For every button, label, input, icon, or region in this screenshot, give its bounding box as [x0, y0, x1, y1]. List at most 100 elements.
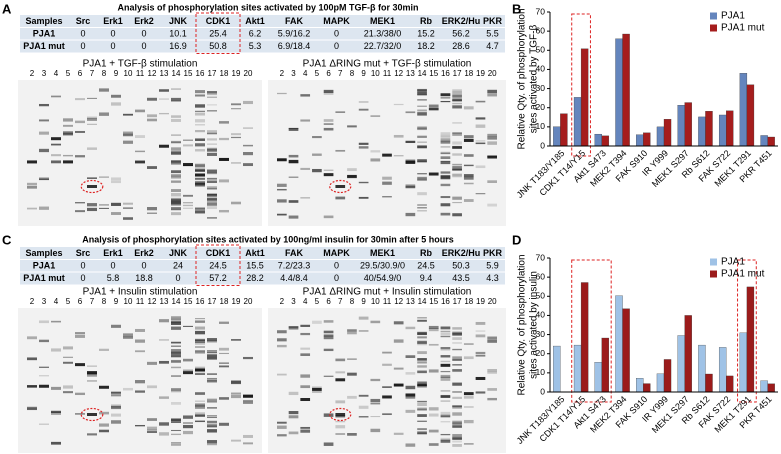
band	[243, 163, 253, 167]
band	[312, 320, 322, 324]
band	[111, 324, 121, 328]
table-cell: 50.8	[209, 41, 227, 51]
bar	[705, 111, 713, 147]
band	[207, 424, 217, 428]
band	[123, 336, 133, 339]
band	[452, 173, 462, 178]
highlight-ellipse	[329, 407, 352, 422]
band	[417, 359, 427, 362]
band	[195, 368, 205, 372]
band	[183, 202, 193, 204]
band	[452, 438, 462, 441]
lane-number: 4	[303, 69, 308, 78]
highlight-ellipse	[329, 179, 352, 194]
band	[358, 196, 369, 199]
table-cell: 0	[141, 29, 146, 39]
lane-number: 20	[244, 69, 253, 78]
blot-caption: PJA1 ΔRING mut + TGF-β stimulation	[303, 59, 472, 70]
bar	[553, 126, 561, 147]
band	[111, 202, 121, 206]
band	[219, 321, 229, 324]
band	[207, 96, 217, 98]
blot-image	[268, 308, 506, 453]
band	[312, 390, 322, 393]
band	[39, 103, 49, 107]
bar	[746, 286, 755, 393]
band	[243, 356, 253, 360]
band	[277, 213, 287, 216]
y-tick-label: 0	[540, 140, 545, 150]
bar	[601, 135, 610, 147]
table-cell: PJA1 mut	[23, 41, 65, 51]
lane-number: 5	[66, 69, 71, 78]
band	[300, 426, 311, 429]
band	[417, 402, 427, 407]
lane-number: 8	[102, 297, 107, 306]
band	[440, 437, 451, 442]
band	[405, 396, 416, 399]
table-cell: 6.2	[249, 29, 262, 39]
lane-number: 10	[124, 69, 133, 78]
lane-number: 12	[394, 297, 403, 306]
band	[171, 345, 181, 347]
band	[382, 181, 392, 185]
band	[417, 414, 427, 417]
band	[288, 326, 299, 330]
bar	[615, 38, 623, 147]
band	[417, 179, 427, 181]
band	[195, 392, 205, 395]
band	[51, 386, 61, 390]
table-cell: 4.3	[486, 273, 499, 283]
band	[147, 385, 157, 389]
band	[428, 172, 439, 176]
band	[171, 147, 181, 151]
band	[87, 118, 97, 121]
band	[195, 414, 205, 417]
band	[195, 339, 205, 342]
lane-number: 11	[136, 297, 145, 306]
band	[171, 197, 181, 202]
band	[417, 407, 427, 411]
band	[171, 321, 181, 324]
band	[335, 358, 346, 362]
band	[99, 112, 109, 116]
band	[231, 392, 241, 395]
band	[440, 335, 451, 337]
lane-number: 13	[160, 297, 169, 306]
lane-number: 10	[371, 297, 380, 306]
band	[147, 212, 157, 214]
y-tick-label: 0	[540, 386, 545, 396]
band	[27, 406, 37, 410]
band	[475, 354, 486, 357]
band	[63, 361, 73, 364]
band	[440, 161, 451, 165]
band	[195, 318, 205, 320]
band	[440, 183, 451, 187]
legend-label: PJA1	[721, 257, 745, 268]
band	[171, 359, 181, 363]
band	[335, 421, 346, 423]
band	[417, 317, 427, 319]
band	[243, 127, 253, 129]
band	[417, 109, 427, 112]
band	[231, 380, 241, 384]
band	[51, 348, 61, 352]
band	[300, 94, 311, 97]
highlight-box	[195, 12, 241, 54]
band	[195, 93, 205, 97]
band	[207, 440, 217, 443]
band	[405, 111, 416, 114]
band	[207, 104, 217, 106]
band	[463, 176, 474, 180]
bar	[767, 136, 775, 147]
band	[463, 106, 474, 110]
table-cell: 0	[334, 41, 339, 51]
band	[195, 320, 205, 323]
table-cell: 24	[173, 261, 183, 271]
bar	[698, 344, 706, 393]
lane-number: 5	[66, 297, 71, 306]
band	[452, 213, 462, 217]
band	[417, 365, 427, 368]
band	[219, 137, 229, 141]
lane-number: 4	[303, 297, 308, 306]
